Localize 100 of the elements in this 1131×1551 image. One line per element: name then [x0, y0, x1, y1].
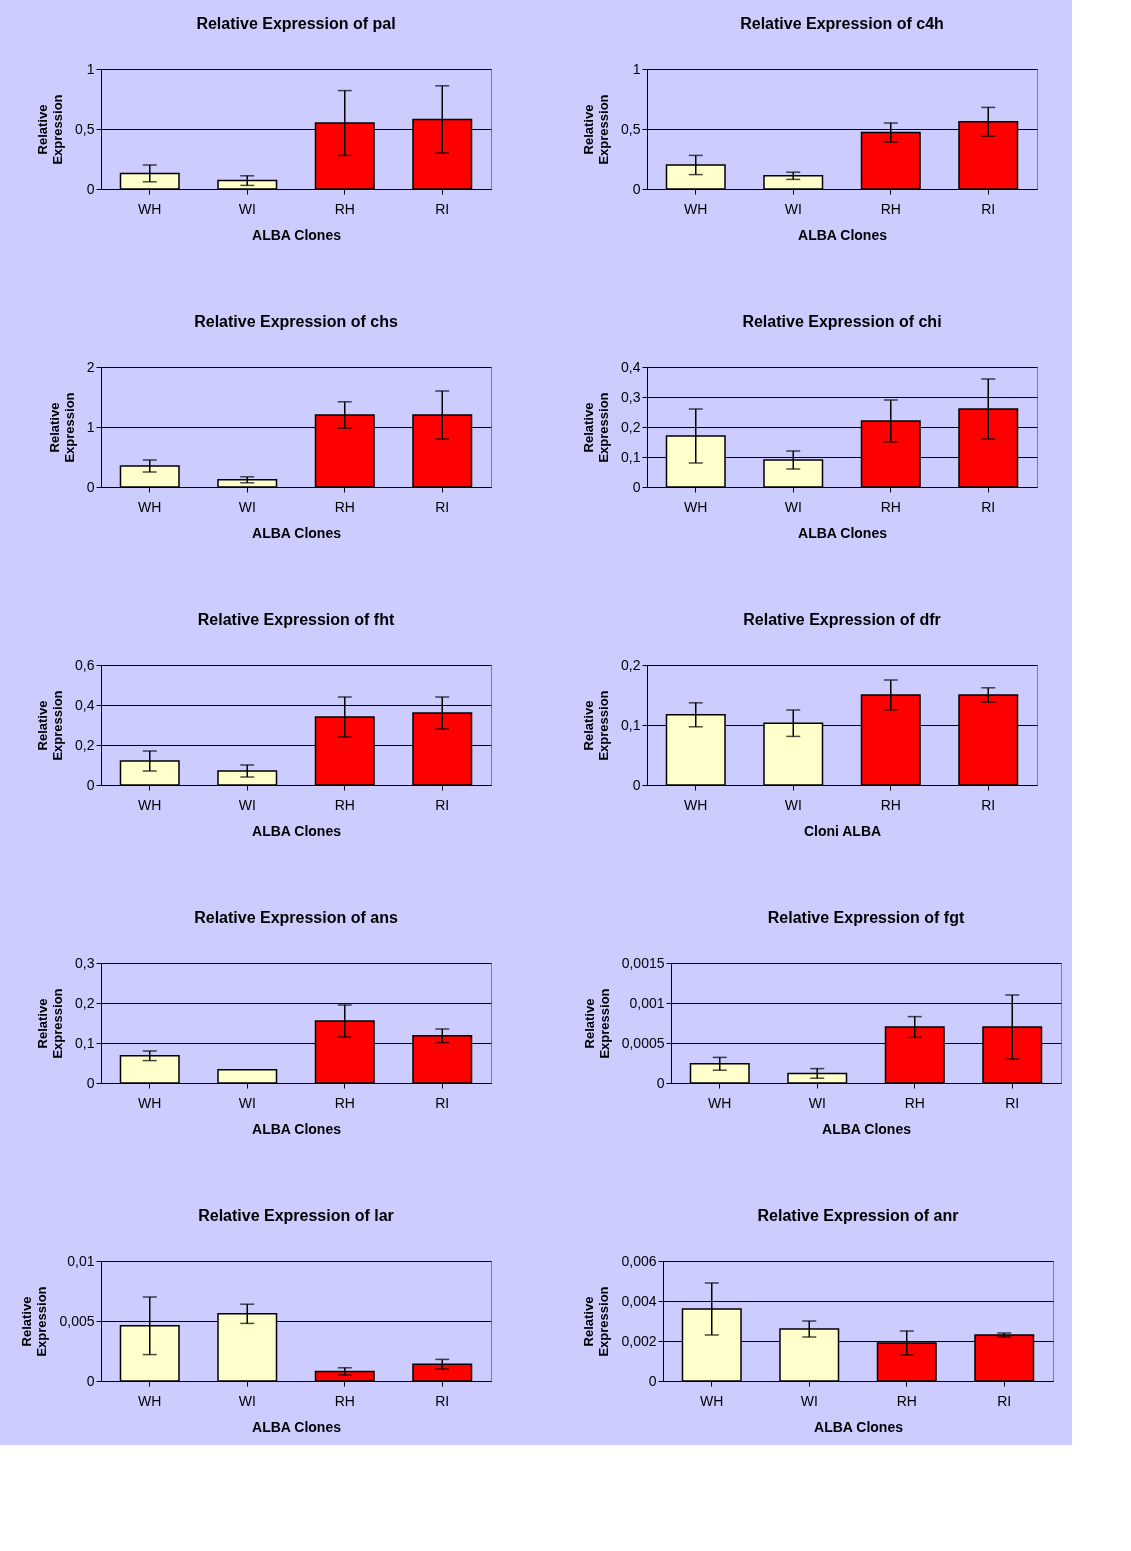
y-axis-title: Relative Expression [35, 690, 66, 761]
y-tick-label: 0,4 [621, 358, 641, 375]
chart-title: Relative Expression of pal [196, 15, 396, 32]
y-tick-label: 0 [632, 776, 641, 793]
x-axis-title: ALBA Clones [252, 1120, 342, 1137]
x-tick-label: WH [684, 796, 708, 813]
x-tick-label: RI [1005, 1094, 1020, 1111]
y-tick-label: 0 [86, 180, 95, 197]
x-tick-label: WI [238, 498, 256, 515]
y-axis-title: Relative Expression [581, 1286, 612, 1357]
x-tick-label: WH [708, 1094, 732, 1111]
x-tick-label: WI [238, 200, 256, 217]
y-tick-label: 0,006 [621, 1252, 657, 1269]
x-axis-title: ALBA Clones [252, 226, 342, 243]
x-tick-label: WH [138, 1094, 162, 1111]
y-axis-title: Relative Expression [581, 988, 612, 1059]
x-tick-label: WH [138, 1392, 162, 1409]
x-tick-label: RH [880, 200, 901, 217]
x-tick-label: RI [435, 1094, 450, 1111]
chart-title: Relative Expression of fgt [767, 909, 965, 926]
y-tick-label: 2 [86, 358, 95, 375]
y-tick-label: 0 [632, 180, 641, 197]
x-axis-title: ALBA Clones [798, 524, 888, 541]
y-axis-title: Relative Expression [19, 1286, 50, 1357]
y-tick-label: 0,0015 [621, 954, 665, 971]
y-tick-label: 0 [86, 1074, 95, 1091]
y-axis-title: Relative Expression [581, 392, 612, 463]
chart-title: Relative Expression of chi [742, 313, 942, 330]
x-tick-label: RH [896, 1392, 917, 1409]
x-tick-label: RI [981, 796, 996, 813]
y-tick-label: 0,3 [75, 954, 95, 971]
y-tick-label: 0,2 [75, 736, 95, 753]
x-tick-label: WH [138, 796, 162, 813]
x-tick-label: RH [334, 200, 355, 217]
x-tick-label: RH [334, 1392, 355, 1409]
x-axis-title: ALBA Clones [798, 226, 888, 243]
y-tick-label: 0,004 [621, 1292, 657, 1309]
y-tick-label: 0,6 [75, 656, 95, 673]
x-tick-label: RH [334, 1094, 355, 1111]
x-tick-label: RI [981, 200, 996, 217]
y-tick-label: 0 [632, 478, 641, 495]
x-tick-label: RI [981, 498, 996, 515]
x-axis-title: ALBA Clones [814, 1418, 904, 1435]
x-tick-label: WI [784, 498, 802, 515]
y-tick-label: 1 [86, 60, 95, 77]
x-tick-label: WI [808, 1094, 826, 1111]
y-tick-label: 1 [86, 418, 95, 435]
x-tick-label: RH [880, 796, 901, 813]
y-tick-label: 0,01 [67, 1252, 95, 1269]
chart-title: Relative Expression of fht [197, 611, 395, 628]
x-tick-label: WI [784, 200, 802, 217]
chart-title: Relative Expression of lar [198, 1207, 394, 1224]
chart-title: Relative Expression of c4h [740, 15, 944, 32]
x-tick-label: WI [800, 1392, 818, 1409]
x-tick-label: RI [997, 1392, 1012, 1409]
y-tick-label: 0,3 [621, 388, 641, 405]
y-tick-label: 0,1 [75, 1034, 95, 1051]
x-tick-label: WH [138, 498, 162, 515]
x-axis-title: ALBA Clones [252, 1418, 342, 1435]
y-tick-label: 0 [86, 776, 95, 793]
y-tick-label: 0,4 [75, 696, 95, 713]
x-tick-label: WI [238, 1094, 256, 1111]
x-tick-label: RH [880, 498, 901, 515]
x-tick-label: WH [684, 498, 708, 515]
chart-title: Relative Expression of chs [194, 313, 398, 330]
chart-title: Relative Expression of anr [757, 1207, 959, 1224]
y-tick-label: 0 [648, 1372, 657, 1389]
x-tick-label: RI [435, 1392, 450, 1409]
x-axis-title: Cloni ALBA [803, 822, 882, 839]
y-tick-label: 0,001 [629, 994, 665, 1011]
y-tick-label: 0,002 [621, 1332, 657, 1349]
y-axis-title: Relative Expression [581, 690, 612, 761]
y-tick-label: 0 [86, 478, 95, 495]
x-tick-label: RI [435, 498, 450, 515]
x-tick-label: RI [435, 200, 450, 217]
y-axis-title: Relative Expression [581, 94, 612, 165]
x-tick-label: WI [784, 796, 802, 813]
y-axis-title: Relative Expression [35, 94, 66, 165]
y-tick-label: 0,2 [621, 418, 641, 435]
x-tick-label: WH [700, 1392, 724, 1409]
x-tick-label: WH [684, 200, 708, 217]
y-tick-label: 0,1 [621, 448, 641, 465]
y-tick-label: 0,2 [621, 656, 641, 673]
x-tick-label: RH [334, 796, 355, 813]
y-tick-label: 0 [86, 1372, 95, 1389]
y-tick-label: 0,5 [75, 120, 95, 137]
x-tick-label: WI [238, 1392, 256, 1409]
y-tick-label: 0,005 [59, 1312, 95, 1329]
x-axis-title: ALBA Clones [822, 1120, 912, 1137]
y-tick-label: 0,2 [75, 994, 95, 1011]
x-tick-label: WI [238, 796, 256, 813]
x-axis-title: ALBA Clones [252, 822, 342, 839]
y-axis-title: Relative Expression [46, 392, 77, 463]
x-tick-label: WH [138, 200, 162, 217]
y-tick-label: 1 [632, 60, 641, 77]
y-tick-label: 0,5 [621, 120, 641, 137]
x-tick-label: RI [435, 796, 450, 813]
x-axis-title: ALBA Clones [252, 524, 342, 541]
y-tick-label: 0 [656, 1074, 665, 1091]
y-tick-label: 0,1 [621, 716, 641, 733]
